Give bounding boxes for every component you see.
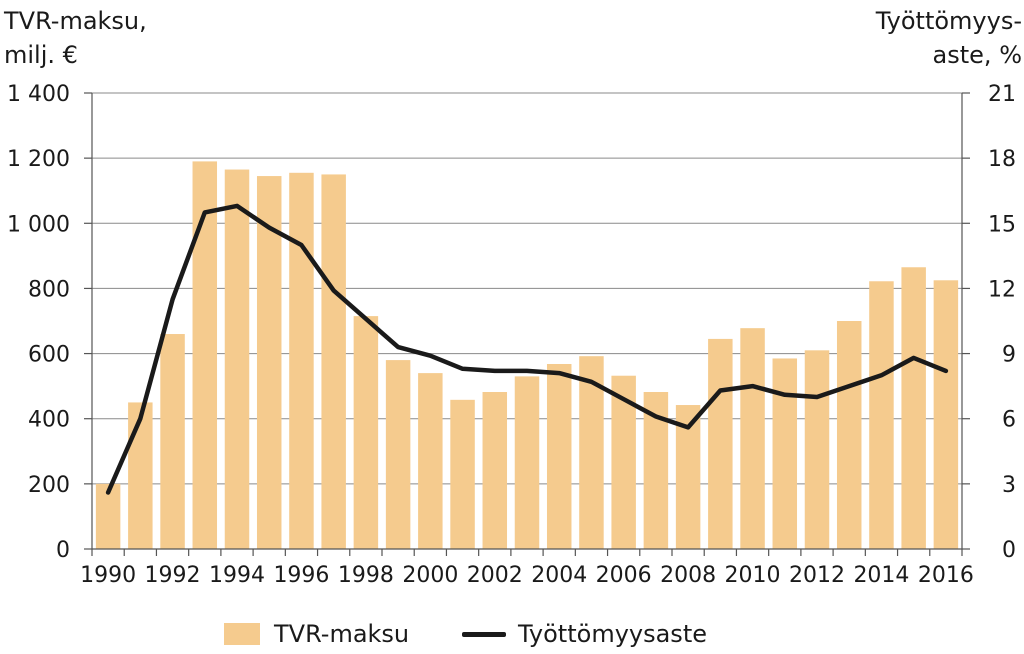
bar-2000 [418, 373, 443, 549]
bar-1999 [385, 360, 411, 549]
bar-2012 [804, 350, 830, 549]
x-tick-label: 2012 [789, 563, 845, 588]
unemployment-line [105, 203, 949, 495]
right-tick-label: 3 [1002, 473, 1016, 498]
x-axis-ticks: 1990 1992 1994 1996 1998 2000 2002 2004 2006 2008… [80, 549, 974, 588]
legend-label-unemployment: Työttömyysaste [518, 620, 707, 648]
bar-2010 [740, 328, 765, 549]
x-tick-label: 1996 [273, 563, 329, 588]
legend-swatch-line [462, 631, 506, 637]
left-tick-label: 1 400 [7, 82, 70, 107]
bar-2004 [546, 363, 572, 549]
left-tick-label: 600 [28, 343, 70, 368]
x-tick-label: 2000 [402, 563, 458, 588]
x-tick-label: 2014 [853, 563, 909, 588]
bar-2011 [772, 358, 798, 549]
bar-2013 [836, 321, 862, 549]
x-tick-label: 2016 [918, 563, 974, 588]
bar-2001 [450, 399, 475, 549]
x-tick-label: 1992 [145, 563, 201, 588]
right-tick-label: 9 [1002, 343, 1016, 368]
right-tick-label: 21 [988, 82, 1016, 107]
legend-swatch-bar [224, 623, 260, 645]
x-tick-label: 2004 [531, 563, 587, 588]
unemployment-polyline [105, 203, 949, 495]
left-tick-label: 0 [56, 538, 70, 563]
left-axis-title: TVR-maksu, milj. € [4, 7, 147, 69]
left-tick-label: 400 [28, 408, 70, 433]
x-tick-label: 2006 [596, 563, 652, 588]
legend-item-tvr: TVR-maksu [224, 620, 409, 648]
legend-item-unemployment: Työttömyysaste [462, 620, 707, 648]
bar-2014 [869, 281, 894, 549]
right-axis-title: Työttömyys- aste, % [875, 7, 1022, 69]
x-tick-label: 2002 [467, 563, 523, 588]
right-tick-label: 15 [988, 212, 1016, 237]
bar-1995 [256, 176, 282, 550]
combo-chart: 0 200 400 600 800 1 000 1 200 1 400 0 3 6 9 12 15 18 2… [7, 82, 1016, 588]
left-tick-label: 1 200 [7, 147, 70, 172]
legend: TVR-maksu Työttömyysaste [0, 618, 1024, 654]
bar-1992 [160, 334, 185, 549]
bar-1994 [224, 169, 250, 550]
bar-1991 [128, 402, 153, 549]
bar-2002 [482, 392, 508, 549]
bar-2003 [514, 376, 540, 549]
right-axis-ticks: 0 3 6 9 12 15 18 21 [962, 82, 1016, 563]
bar-1993 [192, 161, 218, 549]
left-tick-label: 1 000 [7, 212, 70, 237]
x-tick-label: 1990 [80, 563, 136, 588]
x-tick-label: 2010 [725, 563, 781, 588]
legend-label-tvr: TVR-maksu [274, 620, 410, 648]
bar-1996 [289, 172, 314, 550]
bar-2016 [933, 280, 959, 549]
left-axis-ticks: 0 200 400 600 800 1 000 1 200 1 400 [7, 82, 92, 563]
x-tick-label: 1994 [209, 563, 265, 588]
x-tick-label: 2008 [660, 563, 716, 588]
bar-1997 [321, 174, 346, 549]
bar-2015 [901, 267, 926, 549]
right-tick-label: 12 [988, 277, 1016, 302]
x-tick-label: 1998 [338, 563, 394, 588]
right-tick-label: 0 [1002, 538, 1016, 563]
right-tick-label: 6 [1002, 408, 1016, 433]
right-tick-label: 18 [988, 147, 1016, 172]
bar-1998 [353, 316, 379, 549]
left-tick-label: 800 [28, 277, 70, 302]
axes [91, 93, 963, 550]
left-tick-label: 200 [28, 473, 70, 498]
tvr-bars [95, 161, 959, 550]
bar-2009 [708, 338, 733, 549]
